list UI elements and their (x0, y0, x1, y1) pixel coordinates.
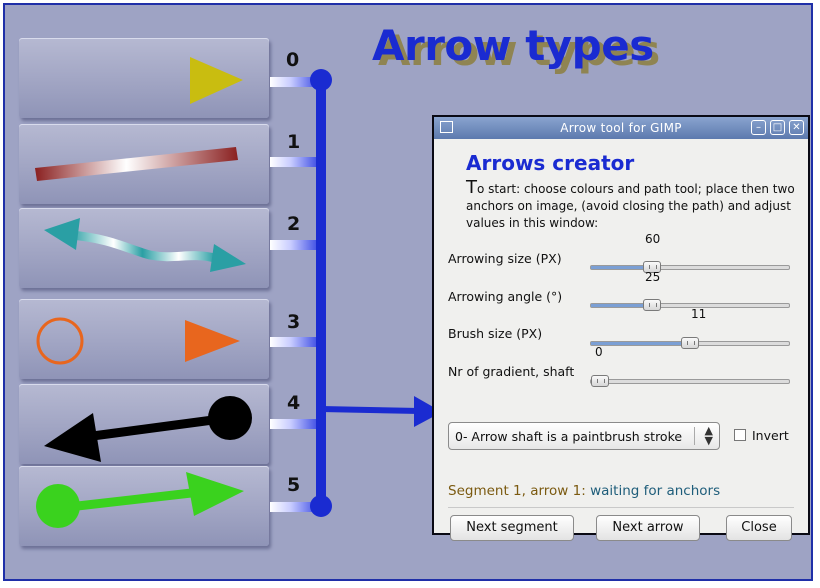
connector-tick-2 (270, 240, 322, 250)
close-button[interactable]: Close (726, 515, 792, 541)
window-icon (440, 121, 453, 133)
arrow-example-4 (44, 396, 252, 462)
window-close-button[interactable]: ✕ (789, 120, 804, 135)
dialog-titlebar[interactable]: Arrow tool for GIMP – □ ✕ (434, 117, 808, 139)
dialog-heading: Arrows creator (466, 151, 635, 175)
slider-value-brush-size: 11 (691, 307, 707, 321)
connector-tick-4 (270, 419, 322, 429)
invert-checkbox[interactable] (734, 429, 746, 441)
next-arrow-button[interactable]: Next arrow (596, 515, 700, 541)
updown-icon: ▲ ▼ (704, 424, 713, 447)
slider-value-gradient-shaft: 0 (595, 345, 603, 359)
shaft-mode-select[interactable]: 0- Arrow shaft is a paintbrush stroke ▲ ▼ (448, 422, 720, 450)
connector-tick-5 (270, 502, 322, 512)
instructions-initial: T (466, 177, 477, 198)
page-title: Arrow types (372, 21, 654, 70)
combo-separator (694, 427, 695, 445)
arrow-example-2 (44, 218, 246, 272)
instructions-text: To start: choose colours and path tool; … (466, 179, 796, 232)
connector-tick-1 (270, 157, 322, 167)
arrow-number-3: 3 (287, 311, 301, 333)
brush-size-slider[interactable] (590, 337, 790, 349)
maximize-button[interactable]: □ (770, 120, 785, 135)
connector-tick-0 (270, 77, 322, 87)
arrow-number-0: 0 (286, 49, 300, 71)
slider-label-gradient-shaft: Nr of gradient, shaft (448, 364, 575, 379)
dialog-body: Arrows creator To start: choose colours … (434, 139, 808, 541)
slider-fill (591, 304, 652, 307)
instructions-body: o start: choose colours and path tool; p… (466, 182, 795, 230)
arrow-example-box-2 (19, 208, 269, 288)
arrow-example-3 (36, 317, 240, 365)
arrow-example-0 (37, 57, 243, 104)
arrow-number-2: 2 (287, 213, 301, 235)
arrow-example-5 (36, 472, 244, 528)
slider-label-brush-size: Brush size (PX) (448, 326, 543, 341)
next-segment-button[interactable]: Next segment (450, 515, 574, 541)
invert-label[interactable]: Invert (752, 428, 789, 443)
arrowing-angle-slider[interactable] (590, 299, 790, 311)
divider (448, 507, 794, 508)
slider-label-arrowing-angle: Arrowing angle (°) (448, 289, 563, 304)
gradient-shaft-slider[interactable] (590, 375, 790, 387)
status-text: waiting for anchors (590, 483, 721, 499)
arrowing-size-slider[interactable] (590, 261, 790, 273)
arrow-tool-dialog: Arrow tool for GIMP – □ ✕ Arrows creator… (432, 115, 810, 541)
arrow-number-5: 5 (287, 474, 301, 496)
arrow-example-1 (35, 147, 238, 181)
slider-label-arrowing-size: Arrowing size (PX) (448, 251, 562, 266)
shaft-mode-value: 0- Arrow shaft is a paintbrush stroke (455, 429, 683, 444)
slider-handle[interactable] (643, 261, 661, 273)
slider-handle[interactable] (591, 375, 609, 387)
status-line: Segment 1, arrow 1: waiting for anchors (448, 483, 720, 499)
slider-value-arrowing-size: 60 (645, 232, 661, 246)
minimize-button[interactable]: – (751, 120, 766, 135)
arrow-number-4: 4 (287, 392, 301, 414)
connector-tick-3 (270, 337, 322, 347)
dialog-title: Arrow tool for GIMP (560, 121, 682, 135)
title-shadow: Arrow types (378, 26, 660, 75)
slider-handle[interactable] (681, 337, 699, 349)
status-prefix: Segment 1, arrow 1: (448, 483, 586, 499)
slider-handle[interactable] (643, 299, 661, 311)
slider-fill (591, 266, 652, 269)
arrow-number-1: 1 (287, 131, 301, 153)
slider-value-arrowing-angle: 25 (645, 270, 661, 284)
slider-fill (591, 342, 690, 345)
connector-bar (310, 69, 442, 517)
